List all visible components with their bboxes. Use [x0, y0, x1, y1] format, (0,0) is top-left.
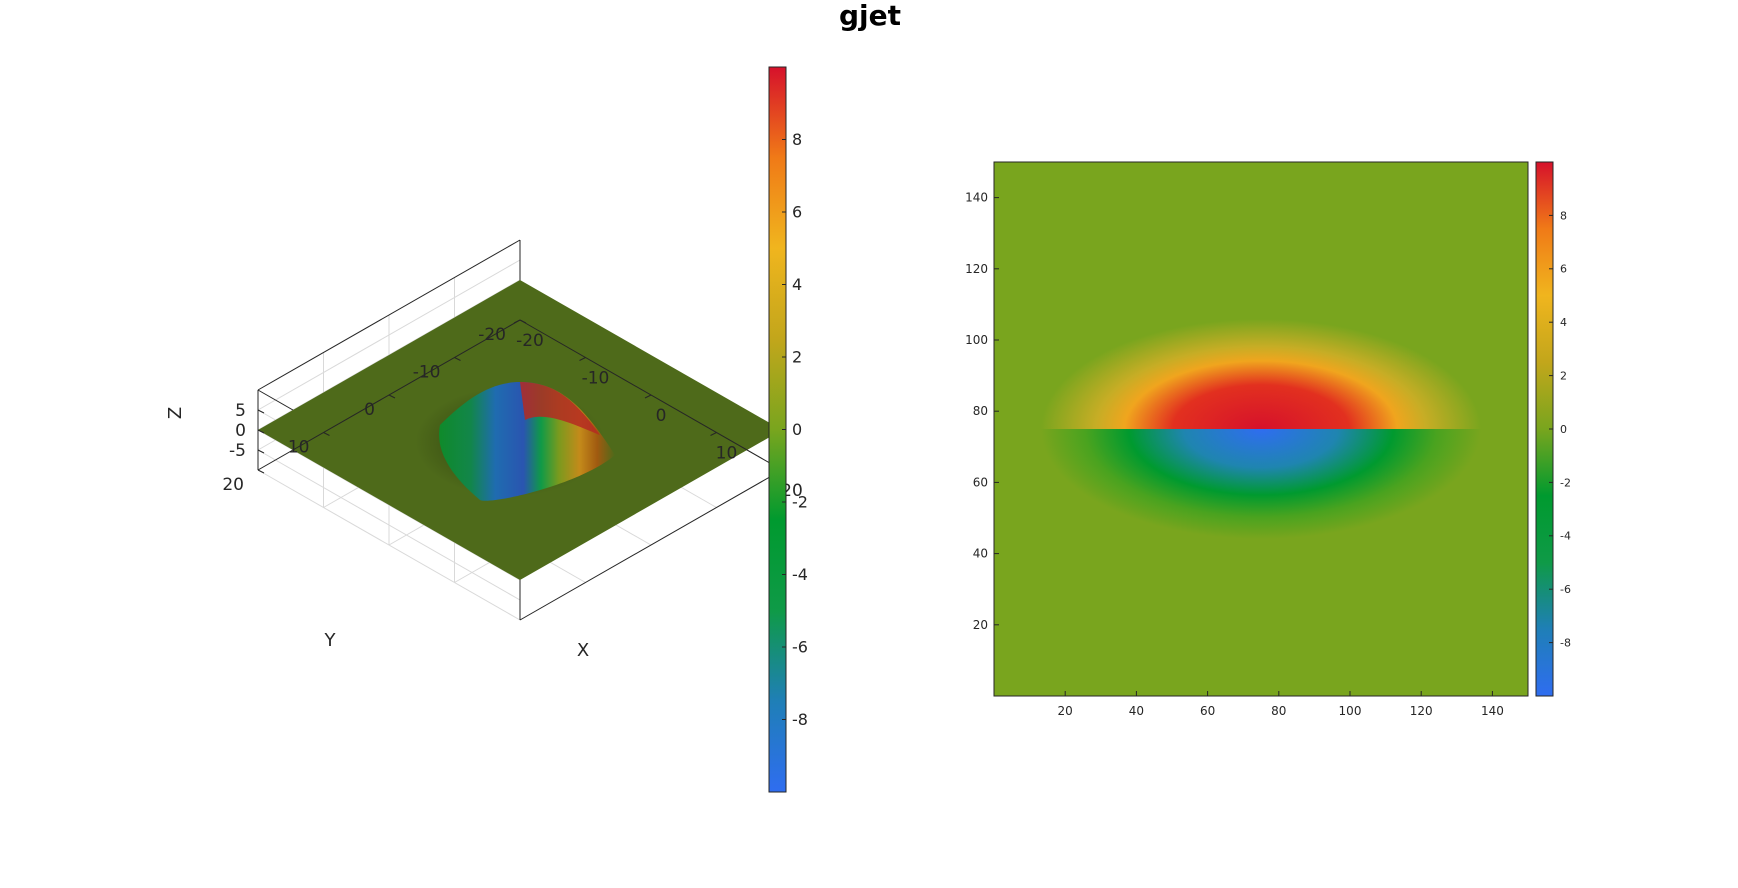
surface-colorbar: -8 -6 -4 -2 0 2 4 6 8: [768, 66, 808, 793]
heatmap-x-tick-label: 60: [1200, 704, 1215, 718]
heatmap-y-tick-label: 20: [973, 618, 988, 632]
z-tick-label: 0: [235, 421, 246, 441]
z-tick: [257, 449, 265, 454]
x-tick: [513, 319, 521, 324]
heatmap-y-tick-label: 80: [973, 404, 988, 418]
cb1-tick-label: -8: [792, 710, 808, 729]
surface-z-label: Z: [165, 407, 186, 419]
cb1-tick-label: 8: [792, 130, 802, 149]
cb2-tick-label: 8: [1560, 209, 1567, 222]
x-tick: [644, 394, 652, 399]
cb1-tick-label: -6: [792, 638, 808, 657]
heatmap-x-tick-label: 120: [1410, 704, 1433, 718]
heatmap-x-tick-label: 20: [1058, 704, 1073, 718]
cb1-tick-label: -2: [792, 493, 808, 512]
x-tick-label: 10: [716, 444, 738, 464]
cb2-tick-label: 0: [1560, 423, 1567, 436]
heatmap-plot: 20 40 60 80 100 120 140 20 40 60 80 100 120 140: [965, 161, 1529, 718]
box-edge: [519, 469, 783, 621]
cb1-tick-label: 6: [792, 203, 802, 222]
x-tick-label: -10: [582, 369, 610, 389]
y-tick: [454, 357, 461, 361]
cb2-tick-label: -6: [1560, 583, 1571, 596]
z-tick-label: 5: [235, 401, 246, 421]
grid-line: [257, 449, 521, 601]
heatmap-y-tick-label: 100: [965, 333, 988, 347]
y-tick-label: 20: [222, 475, 244, 495]
grid-line: [257, 259, 521, 411]
x-tick: [579, 357, 586, 361]
box-edge: [257, 239, 521, 391]
cb2-tick-label: 6: [1560, 263, 1567, 276]
y-tick: [257, 469, 265, 474]
heatmap-frame: [993, 161, 1529, 697]
y-tick: [323, 432, 330, 436]
heatmap-lower-field: [1041, 429, 1481, 649]
heatmap-y-tick-label: 120: [965, 262, 988, 276]
z-tick: [257, 429, 265, 434]
cb1-tick-label: -4: [792, 565, 808, 584]
y-tick: [388, 394, 396, 399]
z-tick-label: -5: [229, 441, 246, 461]
cb2-tick-label: 4: [1560, 316, 1567, 329]
y-tick: [519, 319, 527, 324]
cb2-tick-label: -4: [1560, 530, 1571, 543]
x-tick-label: 20: [781, 481, 803, 501]
y-tick-label: -20: [478, 325, 506, 345]
y-tick-label: 0: [364, 400, 375, 420]
heatmap-x-tick-label: 100: [1339, 704, 1362, 718]
y-tick-label: -10: [413, 363, 441, 383]
heatmap-x-tick-label: 80: [1271, 704, 1286, 718]
cb1-tick-label: 4: [792, 275, 802, 294]
surface-peak: [520, 382, 600, 435]
heatmap-upper-field: [1041, 209, 1481, 429]
surface-x-label: X: [577, 640, 589, 661]
cb2-tick-label: 2: [1560, 369, 1567, 382]
grid-line: [257, 469, 521, 621]
cb1-tick-label: 2: [792, 348, 802, 367]
surface-y-label: Y: [324, 630, 337, 651]
cb1-tick-label: 0: [792, 420, 802, 439]
heatmap-y-tick-label: 40: [973, 547, 988, 561]
heatmap-y-tick-label: 140: [965, 191, 988, 205]
figure-title: gjet: [839, 0, 901, 32]
x-tick: [710, 432, 717, 436]
heatmap-x-tick-label: 40: [1129, 704, 1144, 718]
cb2-tick-label: -8: [1560, 636, 1571, 649]
cb2-tick-label: -2: [1560, 476, 1571, 489]
z-tick: [257, 409, 265, 414]
x-tick-label: -20: [516, 331, 544, 351]
heatmap-y-tick-label: 60: [973, 475, 988, 489]
heatmap-x-tick-label: 140: [1481, 704, 1504, 718]
y-tick-label: 10: [288, 438, 310, 458]
x-tick-label: 0: [656, 406, 667, 426]
heatmap-colorbar: -8 -6 -4 -2 0 2 4 6 8: [1535, 161, 1571, 697]
